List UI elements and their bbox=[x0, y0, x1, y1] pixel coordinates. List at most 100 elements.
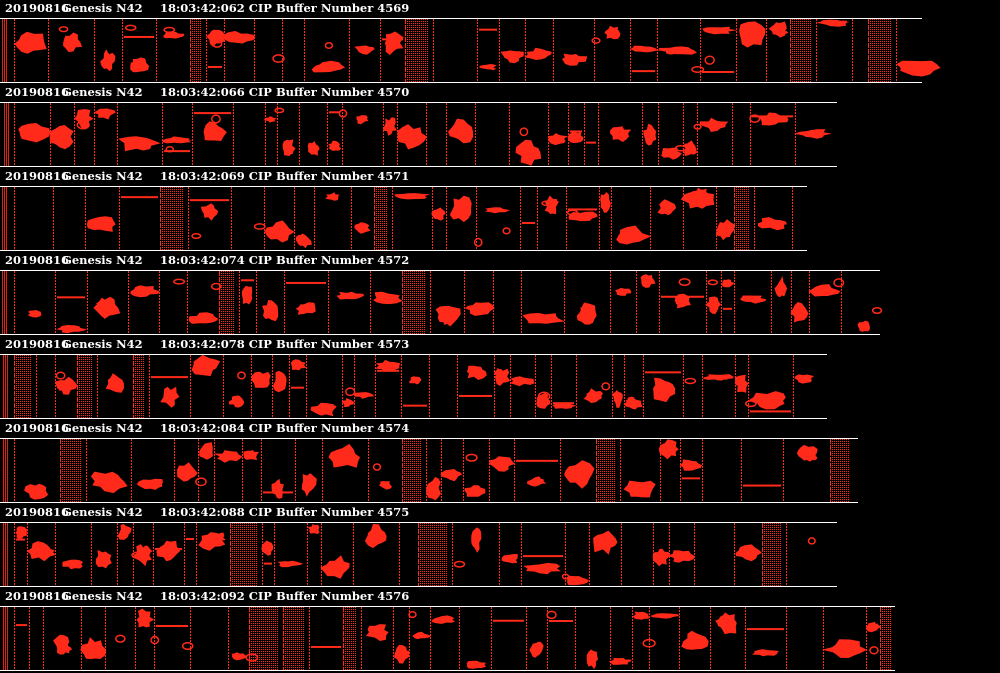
particle-blob bbox=[177, 462, 198, 482]
particle-blob bbox=[721, 279, 735, 288]
particle-blob bbox=[740, 295, 767, 304]
strip-probe: Genesis N42 bbox=[62, 169, 143, 183]
particle-streak bbox=[16, 624, 27, 627]
particle-blob bbox=[229, 36, 249, 43]
particle-streak bbox=[263, 491, 293, 494]
particle-blob bbox=[501, 553, 518, 564]
buffer-strip: 20190816 Genesis N42 18:03:42:062 CIP Buff… bbox=[0, 0, 1000, 84]
particle-blob bbox=[466, 365, 487, 380]
particle-blob bbox=[466, 660, 487, 669]
particle-blob bbox=[579, 304, 594, 315]
particle-blob bbox=[360, 393, 371, 397]
particle-blob bbox=[522, 313, 565, 324]
particle-blob bbox=[228, 395, 245, 408]
particle-blob bbox=[412, 631, 432, 640]
droplet-ring bbox=[707, 279, 718, 286]
particle-streak bbox=[286, 281, 326, 284]
particle-streak bbox=[121, 196, 158, 199]
strip-time-buffer: 18:03:42:084 CIP Buffer Number 4574 bbox=[160, 421, 410, 435]
strip-time-buffer: 18:03:42:074 CIP Buffer Number 4572 bbox=[160, 253, 410, 267]
particle-blob bbox=[866, 621, 881, 633]
particle-blob bbox=[328, 140, 342, 151]
particle-streak bbox=[124, 35, 154, 38]
particle-blob bbox=[156, 540, 181, 562]
particle-blob bbox=[739, 21, 766, 48]
particle-blob bbox=[515, 139, 542, 166]
particle-blob bbox=[200, 203, 219, 221]
particle-blob bbox=[100, 49, 116, 72]
particle-blob bbox=[493, 368, 503, 378]
particle-image-strip bbox=[0, 438, 858, 503]
particle-streak bbox=[750, 410, 791, 413]
particle-streak bbox=[568, 208, 597, 211]
strip-time-buffer: 18:03:42:066 CIP Buffer Number 4570 bbox=[160, 85, 410, 99]
particle-blob bbox=[192, 362, 211, 372]
particle-blob bbox=[561, 53, 588, 66]
particle-blob bbox=[275, 377, 285, 389]
particle-blob bbox=[290, 360, 301, 366]
particle-streak bbox=[16, 538, 25, 541]
particle-blob bbox=[449, 195, 472, 223]
particle-blob bbox=[711, 301, 721, 312]
particle-blob bbox=[674, 296, 684, 306]
droplet-ring bbox=[453, 560, 466, 568]
particle-blob bbox=[693, 638, 709, 649]
particle-blob bbox=[426, 477, 441, 501]
particle-blob bbox=[262, 300, 279, 322]
particle-blob bbox=[14, 31, 47, 54]
particle-blob bbox=[139, 483, 157, 489]
particle-images bbox=[2, 271, 883, 334]
particle-blob bbox=[653, 377, 676, 403]
particle-blob bbox=[378, 481, 392, 490]
particle-blob bbox=[439, 312, 455, 325]
particle-blob bbox=[356, 116, 364, 122]
particle-blob bbox=[623, 480, 656, 498]
particle-blob bbox=[130, 62, 140, 70]
particle-streak bbox=[164, 150, 190, 153]
strip-header: 20190816 Genesis N42 18:03:42:074 CIP Buff… bbox=[0, 252, 1000, 269]
particle-blob bbox=[295, 302, 316, 315]
droplet-ring bbox=[502, 227, 511, 235]
particle-streak bbox=[743, 484, 781, 487]
particle-blob bbox=[31, 486, 45, 495]
frame-boundary-line bbox=[3, 439, 4, 502]
particle-blob bbox=[130, 285, 160, 298]
particle-blob bbox=[80, 637, 107, 660]
droplet-ring bbox=[591, 37, 601, 44]
droplet-ring bbox=[253, 223, 266, 230]
particle-blob bbox=[364, 523, 387, 549]
particle-blob bbox=[206, 29, 226, 47]
particle-blob bbox=[564, 460, 595, 489]
frame-boundary-line bbox=[6, 19, 7, 82]
particle-blob bbox=[328, 443, 360, 468]
droplet-ring bbox=[833, 278, 845, 288]
strip-header: 20190816 Genesis N42 18:03:42:066 CIP Buff… bbox=[0, 84, 1000, 101]
particle-blob bbox=[657, 199, 677, 216]
particle-blob bbox=[667, 550, 695, 563]
particle-blob bbox=[643, 123, 657, 146]
particle-blob bbox=[264, 220, 295, 243]
particle-blob bbox=[632, 611, 649, 620]
droplet-ring bbox=[345, 387, 356, 397]
particle-blob bbox=[510, 376, 535, 387]
particle-images bbox=[3, 354, 815, 418]
particle-blob bbox=[105, 373, 124, 393]
droplet-ring bbox=[465, 453, 478, 462]
frame-boundary-line bbox=[5, 607, 6, 670]
particle-blob bbox=[90, 471, 128, 494]
particle-blob bbox=[27, 309, 42, 318]
particle-blob bbox=[612, 390, 623, 408]
droplet-ring bbox=[115, 634, 126, 643]
particle-blob bbox=[587, 655, 595, 664]
particle-blob bbox=[524, 47, 552, 60]
particle-blob bbox=[61, 644, 73, 654]
strip-date: 20190816 bbox=[5, 505, 70, 519]
particle-image-strip bbox=[0, 18, 941, 83]
particle-blob bbox=[15, 526, 27, 540]
particle-blob bbox=[615, 287, 632, 296]
droplet-ring bbox=[131, 551, 145, 559]
droplet-ring bbox=[324, 41, 334, 50]
buffer-strip: 20190816 Genesis N42 18:03:42:088 CIP Buff… bbox=[0, 504, 1000, 588]
particle-blob bbox=[828, 20, 850, 24]
particle-streak bbox=[661, 295, 704, 298]
